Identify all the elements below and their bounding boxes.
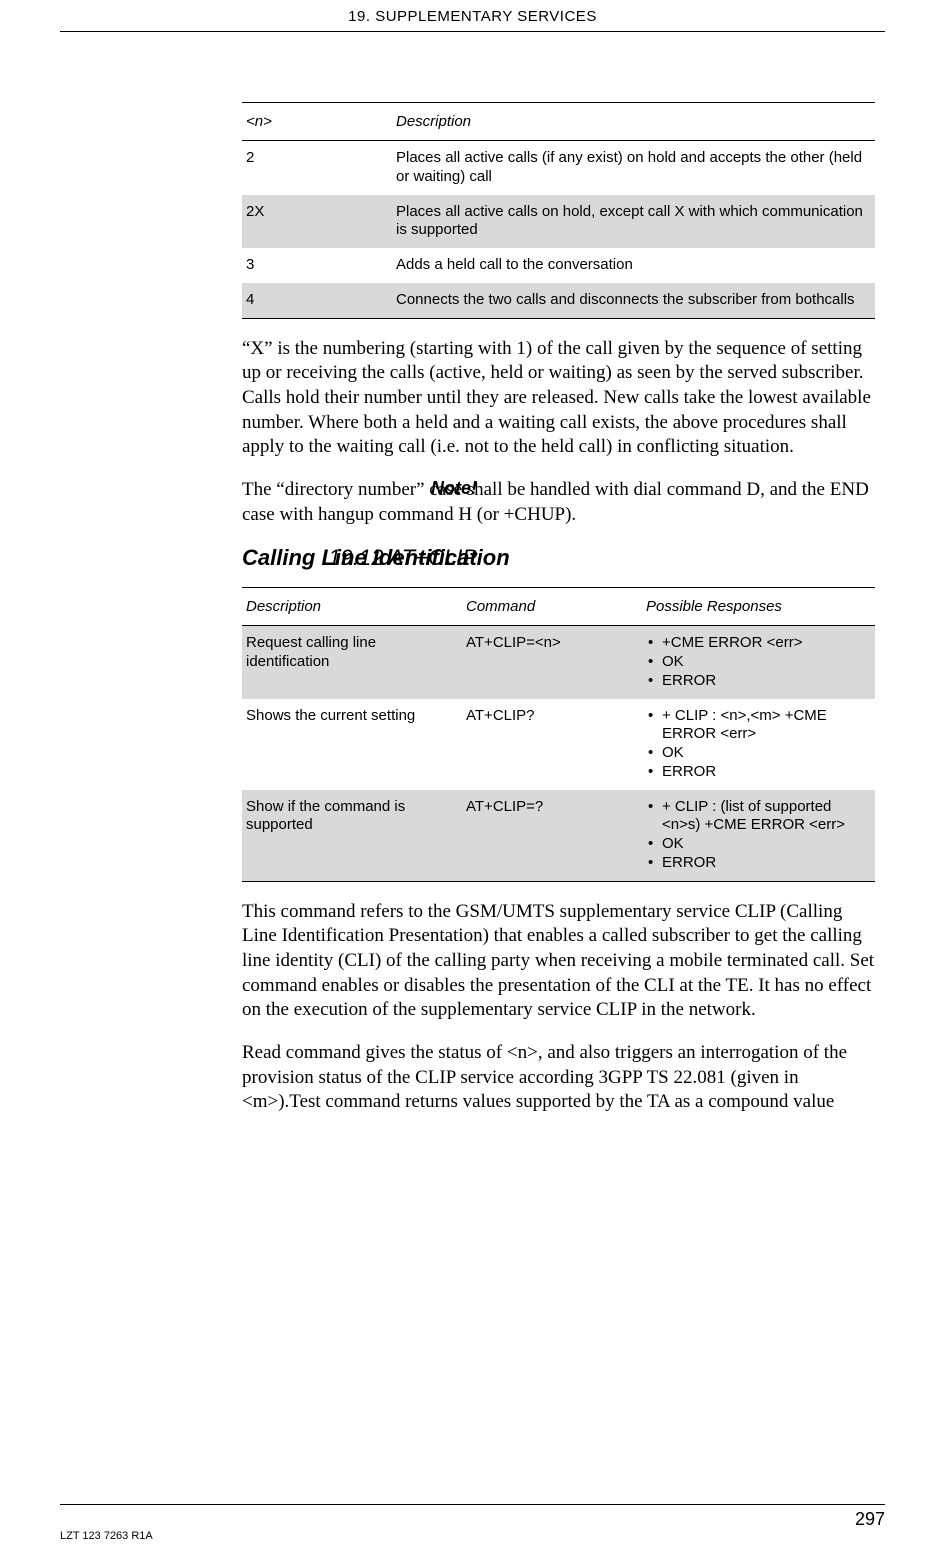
table-row: 2Places all active calls (if any exist) … (242, 141, 875, 195)
table-cell: + CLIP : (list of supported <n>s) +CME E… (642, 790, 875, 881)
chapter-header: 19. SUPPLEMENTARY SERVICES (60, 0, 885, 31)
paragraph-x-numbering: “X” is the numbering (starting with 1) o… (242, 337, 875, 460)
table-cell: Shows the current setting (242, 699, 462, 790)
list-item: ERROR (646, 854, 867, 873)
table-row: Request calling line identificationAT+CL… (242, 626, 875, 699)
table-cell: 2 (242, 141, 392, 195)
table-cell: Adds a held call to the conversation (392, 248, 875, 283)
paragraph-clip-desc: This command refers to the GSM/UMTS supp… (242, 900, 875, 1023)
table-row: 2XPlaces all active calls on hold, excep… (242, 195, 875, 249)
table-row: Shows the current settingAT+CLIP?+ CLIP … (242, 699, 875, 790)
table-cell: Request calling line identification (242, 626, 462, 699)
page-footer: 297 LZT 123 7263 R1A (60, 1504, 885, 1542)
section-number: 19.12 AT+CLIP (302, 545, 477, 571)
doc-id: LZT 123 7263 R1A (60, 1530, 885, 1542)
list-item: ERROR (646, 763, 867, 782)
table2-header-resp: Possible Responses (642, 588, 875, 626)
list-item: + CLIP : (list of supported <n>s) +CME E… (646, 798, 867, 836)
table-cell: Show if the command is supported (242, 790, 462, 881)
list-item: OK (646, 744, 867, 763)
table-row: Show if the command is supportedAT+CLIP=… (242, 790, 875, 881)
footer-rule (60, 1504, 885, 1505)
table2-header-desc: Description (242, 588, 462, 626)
note-label: Note! (302, 478, 477, 499)
table-cell: Places all active calls on hold, except … (392, 195, 875, 249)
paragraph-read-cmd: Read command gives the status of <n>, an… (242, 1041, 875, 1115)
table1-header-n: <n> (242, 103, 392, 141)
table-clip-commands: Description Command Possible Responses R… (242, 587, 875, 881)
table-row: 3Adds a held call to the conversation (242, 248, 875, 283)
table-cell: AT+CLIP? (462, 699, 642, 790)
list-item: OK (646, 835, 867, 854)
table-cell: AT+CLIP=<n> (462, 626, 642, 699)
table-cell: Places all active calls (if any exist) o… (392, 141, 875, 195)
list-item: OK (646, 653, 867, 672)
list-item: +CME ERROR <err> (646, 634, 867, 653)
table-cell: AT+CLIP=? (462, 790, 642, 881)
table-cell: + CLIP : <n>,<m> +CME ERROR <err>OKERROR (642, 699, 875, 790)
table-cell: Connects the two calls and disconnects t… (392, 283, 875, 318)
table-cell: 3 (242, 248, 392, 283)
table-n-description: <n> Description 2Places all active calls… (242, 102, 875, 319)
list-item: ERROR (646, 672, 867, 691)
table2-header-cmd: Command (462, 588, 642, 626)
page-number: 297 (855, 1509, 885, 1530)
list-item: + CLIP : <n>,<m> +CME ERROR <err> (646, 707, 867, 745)
table-row: 4Connects the two calls and disconnects … (242, 283, 875, 318)
table-cell: 2X (242, 195, 392, 249)
table-cell: +CME ERROR <err>OKERROR (642, 626, 875, 699)
table1-header-desc: Description (392, 103, 875, 141)
table-cell: 4 (242, 283, 392, 318)
